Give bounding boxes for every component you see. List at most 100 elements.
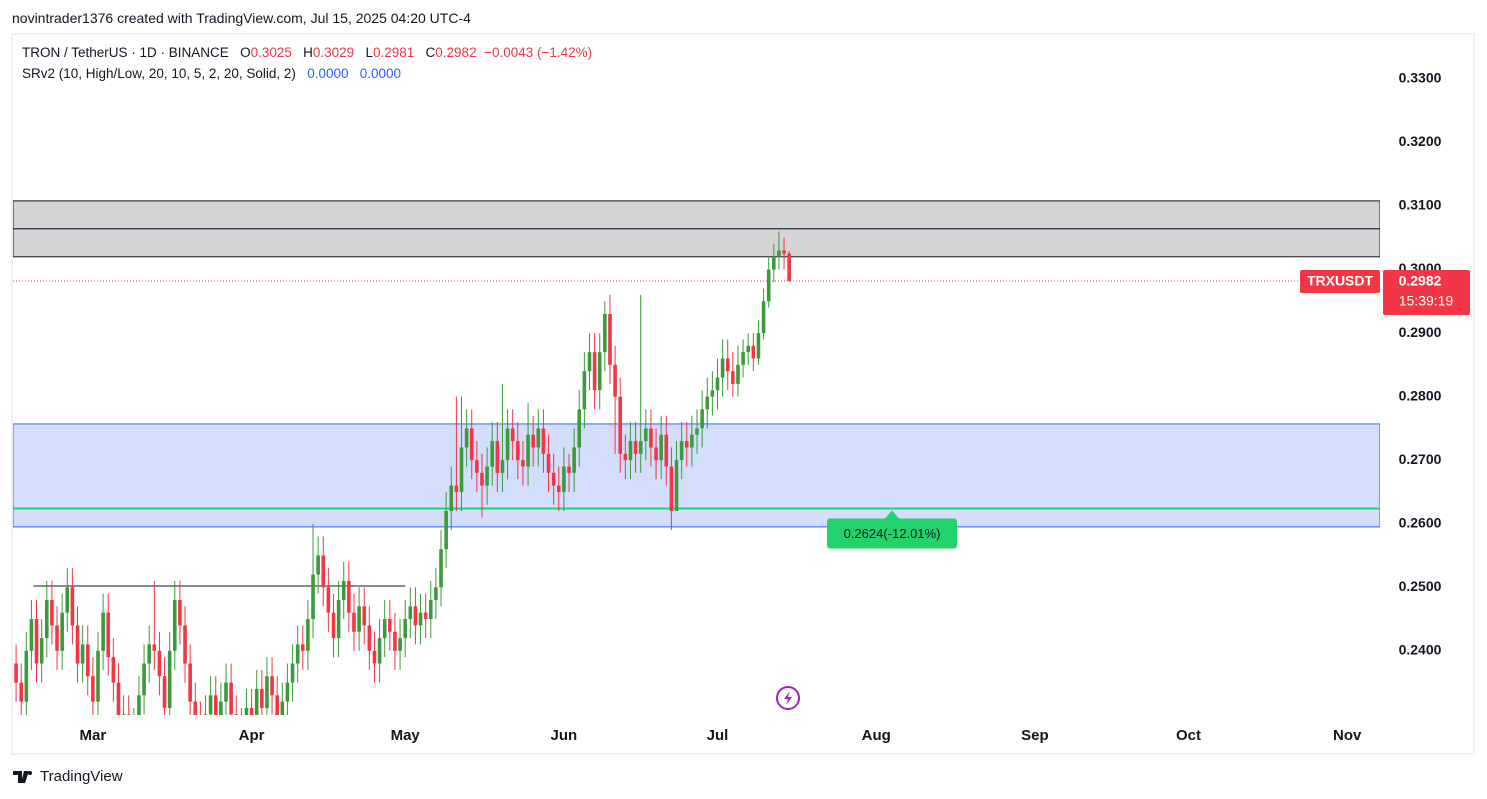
candle-body (715, 377, 720, 391)
candle-body (505, 428, 510, 461)
candle-body (526, 434, 530, 467)
candle-body (19, 682, 23, 702)
candle-body (556, 485, 561, 492)
y-tick-label: 0.2600 (1399, 514, 1442, 530)
level-label-pointer (885, 510, 899, 519)
candle-body (449, 485, 454, 511)
candle-body (766, 269, 771, 302)
candle-body (152, 644, 157, 651)
candle-body (341, 580, 346, 600)
candle-body (372, 650, 377, 664)
candle-body (352, 612, 356, 632)
candle-body (434, 587, 438, 600)
y-tick-label: 0.2400 (1399, 642, 1442, 658)
legend-label: H (303, 45, 313, 60)
candle-body (654, 447, 658, 461)
candle-body (403, 619, 407, 639)
candle-body (80, 644, 85, 664)
candle-body (782, 250, 786, 254)
x-tick-label: Mar (80, 727, 107, 744)
legend: TRON / TetherUS · 1D · BINANCE O0.3025 H… (22, 45, 592, 60)
price-tag (1383, 269, 1470, 315)
candle-body (39, 638, 44, 664)
legend-value: 0.3029 (312, 45, 355, 60)
candle-body (137, 695, 141, 715)
candle-body (260, 688, 264, 709)
candle-body (34, 619, 39, 664)
candle-body (464, 428, 469, 448)
candle-body (741, 352, 745, 365)
candle-body (725, 358, 730, 372)
candle-body (382, 619, 387, 639)
candle-body (608, 313, 612, 365)
candle-body (193, 701, 198, 715)
candle-body (116, 682, 121, 715)
candle-body (167, 650, 172, 709)
candle-body (178, 599, 182, 626)
candle-body (700, 409, 704, 429)
candle-body (60, 612, 64, 651)
candle-body (761, 301, 766, 334)
candle-body (229, 682, 233, 715)
x-tick-label: Apr (239, 727, 265, 744)
candle-body (362, 606, 367, 626)
indicator-value: 0.0000 (359, 66, 402, 81)
candle-body (367, 625, 372, 651)
candle-body (208, 695, 213, 715)
candle-body (290, 663, 295, 683)
candle-body (126, 714, 131, 715)
candle-body (14, 663, 18, 683)
axes: 0.24000.25000.26000.27000.28000.29000.30… (80, 70, 1470, 744)
candle-body (142, 663, 146, 696)
candle-body (300, 644, 305, 651)
level-label: 0.2624(-12.01%) (844, 526, 941, 541)
credit: novintrader1376 created with TradingView… (12, 10, 471, 26)
candle-body (270, 676, 274, 696)
candle-body (587, 352, 592, 372)
candle-body (751, 345, 756, 359)
candle-body (638, 441, 643, 454)
candle-body (746, 345, 751, 353)
candle-body (172, 599, 177, 651)
candle-body (393, 631, 397, 651)
indicator-value: 0.0000 (307, 66, 349, 81)
zone (13, 228, 1380, 258)
zone (13, 200, 1380, 230)
candle-body (275, 695, 279, 715)
candle-body (618, 396, 623, 454)
candle-body (75, 625, 80, 664)
candle-body (546, 453, 551, 473)
x-tick-label: Oct (1176, 727, 1201, 744)
candle-body (720, 358, 725, 378)
candle-body (234, 714, 239, 715)
candle-body (331, 612, 336, 639)
candle-body (454, 485, 459, 492)
candle-body (480, 472, 484, 486)
x-tick-label: Jul (707, 727, 729, 744)
legend-label: O (240, 45, 251, 60)
candle-body (541, 428, 546, 454)
candle-body (623, 453, 628, 461)
price-tag-value: 0.2982 (1399, 273, 1442, 289)
candle-body (567, 466, 571, 473)
y-tick-label: 0.3100 (1399, 197, 1442, 213)
candle-body (219, 701, 223, 715)
candle-body (244, 708, 249, 715)
candle-body (29, 619, 34, 651)
indicator-legend: SRv2 (10, High/Low, 20, 10, 5, 2, 20, So… (22, 66, 401, 81)
candle-body (562, 466, 566, 492)
candle-body (633, 441, 638, 454)
candle-body (705, 396, 710, 410)
candle-body (736, 364, 740, 384)
candle-body (551, 472, 556, 486)
legend-change: −0.0043 (−1.42%) (484, 45, 593, 60)
candle-body (423, 612, 428, 620)
candle-body (254, 688, 259, 715)
candle-body (162, 676, 167, 709)
candle-body (428, 599, 433, 620)
candle-body (679, 441, 684, 461)
footer-logo (13, 771, 32, 783)
indicator-name: SRv2 (10, High/Low, 20, 10, 5, 2, 20, So… (22, 66, 296, 81)
candle-body (674, 460, 679, 511)
candle-body (285, 682, 290, 702)
